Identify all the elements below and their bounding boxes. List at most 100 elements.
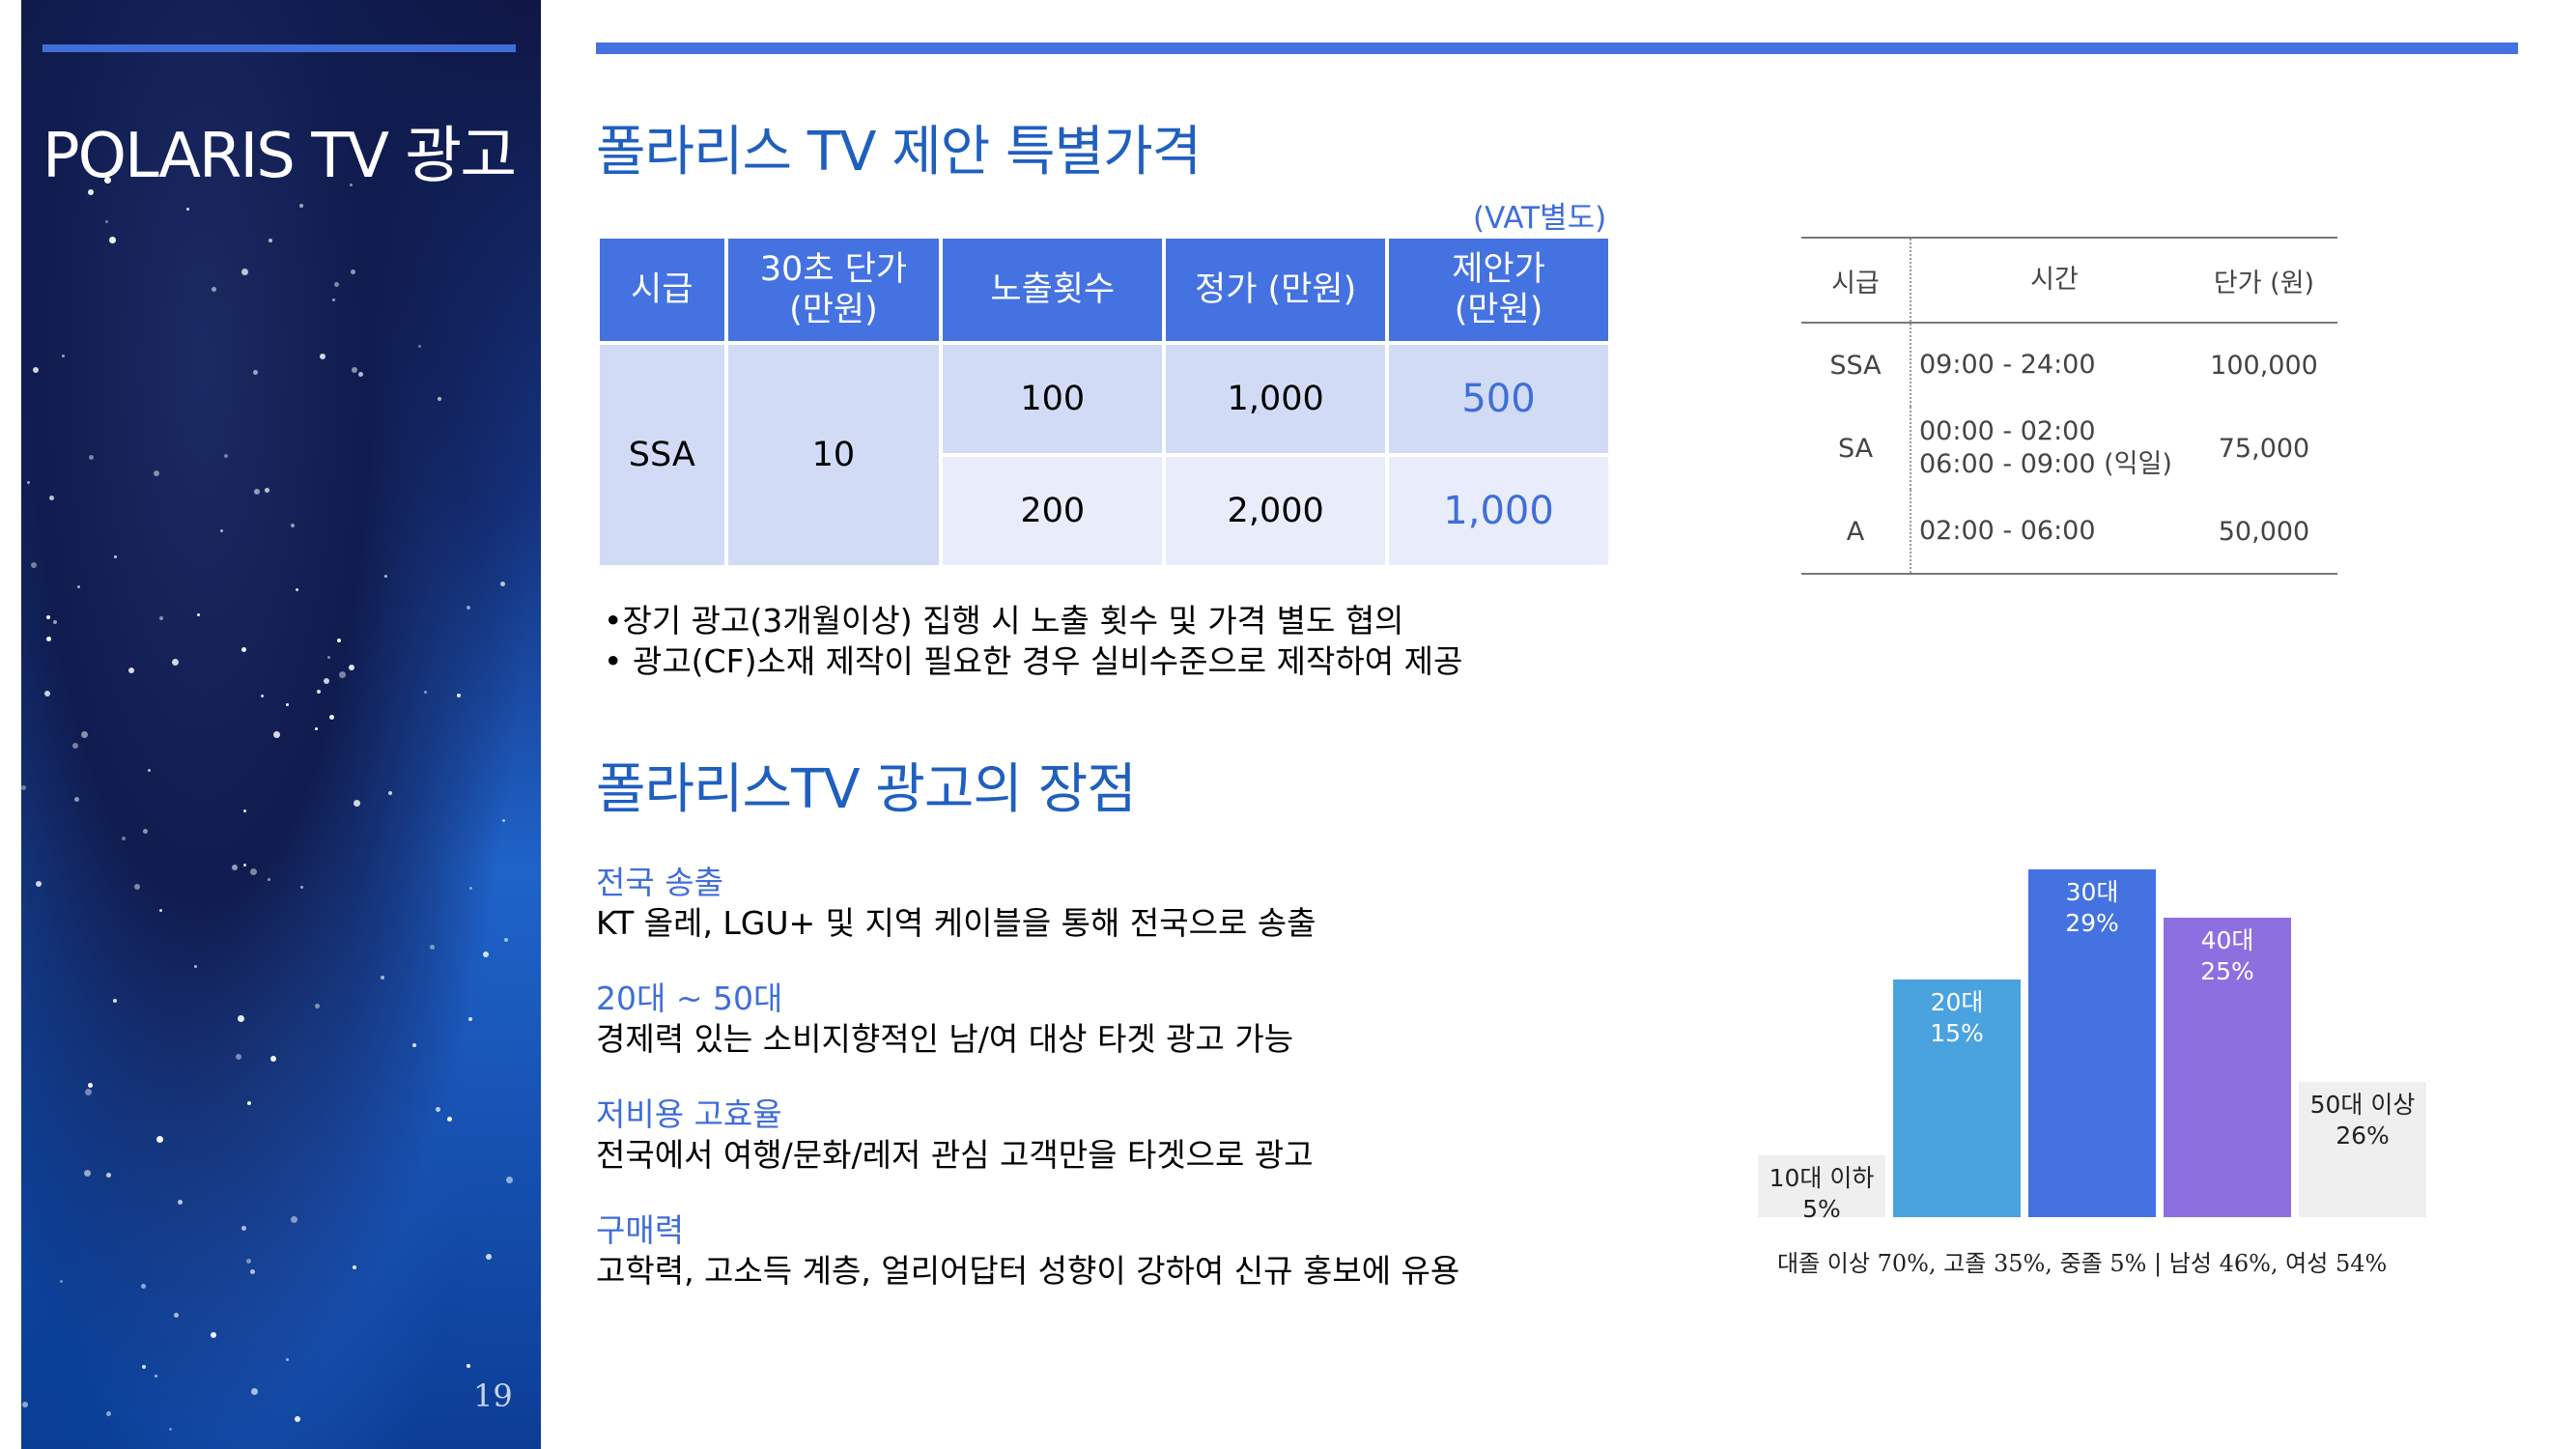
star-dot: [467, 606, 470, 610]
star-dot: [430, 945, 435, 950]
star-dot: [232, 865, 238, 870]
bar-3: [2028, 869, 2156, 1217]
header-unit-price: 30초 단가 (만원): [727, 239, 940, 341]
star-dot: [31, 562, 37, 568]
star-dot: [296, 588, 298, 591]
advantage-title: 20대 ~ 50대: [596, 980, 783, 1017]
time-range-cell: 00:00 - 02:00 06:00 - 09:00 (익일): [1919, 416, 2172, 479]
star-dot: [384, 575, 387, 578]
offer-price-cell: 1,000: [1389, 457, 1608, 565]
star-dot: [53, 620, 57, 624]
star-dot: [502, 819, 505, 822]
star-dot: [106, 1411, 111, 1416]
advantage-desc: 고학력, 고소득 계층, 얼리어답터 성향이 강하여 신규 홍보에 유용: [596, 1252, 1460, 1290]
header-list-price: 정가 (만원): [1166, 239, 1386, 341]
value-label: 5%: [1802, 1195, 1841, 1223]
star-dot: [349, 665, 354, 670]
star-dot: [251, 1388, 258, 1395]
star-dot: [21, 785, 26, 790]
star-dot: [295, 1416, 300, 1422]
exposures-cell: 100: [943, 345, 1163, 453]
advantage-item: 구매력 고학력, 고소득 계층, 얼리어답터 성향이 강하여 신규 홍보에 유용: [596, 1210, 1562, 1292]
star-dot: [60, 1280, 63, 1283]
time-header-grade: 시급: [1801, 237, 1911, 324]
star-dot: [299, 204, 303, 208]
header-exposures: 노출횟수: [943, 239, 1163, 341]
star-dot: [270, 1056, 276, 1062]
bar-label: 30대 29%: [2028, 877, 2156, 939]
time-price-cell: 100,000: [2210, 350, 2318, 381]
star-dot: [447, 1117, 452, 1122]
star-dot: [159, 909, 162, 912]
star-dot: [212, 287, 216, 292]
star-dot: [159, 616, 163, 620]
vat-note: (VAT별도): [1473, 201, 1607, 236]
star-dot: [211, 1332, 216, 1338]
advantage-desc: 경제력 있는 소비지향적인 남/여 대상 타겟 광고 가능: [596, 1020, 1294, 1058]
category-label: 30대: [2065, 878, 2119, 906]
bar-1: [1758, 1155, 1885, 1217]
star-dot: [44, 691, 50, 696]
star-dot: [268, 878, 270, 881]
star-dot: [46, 637, 51, 641]
table-row: 200 2,000 1,000: [600, 457, 1608, 565]
advantage-item: 20대 ~ 50대 경제력 있는 소비지향적인 남/여 대상 타겟 광고 가능: [596, 979, 1562, 1060]
star-dot: [352, 367, 357, 373]
star-dot: [148, 769, 151, 772]
time-table-header-row: 시급 시간 단가 (원): [1801, 237, 2337, 324]
star-dot: [254, 489, 260, 495]
sidebar-panel: POLARIS TV 광고 19: [21, 0, 541, 1449]
star-dot: [81, 731, 88, 738]
sidebar-top-rule: [42, 44, 516, 52]
star-dot: [469, 887, 472, 890]
advantage-title: 구매력: [596, 1211, 685, 1249]
table-row: SA 00:00 - 02:00 06:00 - 09:00 (익일) 75,0…: [1801, 407, 2337, 490]
time-header-price: 단가 (원): [2191, 237, 2337, 324]
star-dot: [500, 582, 505, 586]
star-dot: [172, 659, 179, 666]
star-dot: [247, 1101, 251, 1105]
star-dot: [154, 470, 159, 476]
star-dot: [358, 372, 363, 377]
star-dot: [134, 884, 140, 890]
star-dot: [141, 1284, 146, 1289]
advantage-desc: 전국에서 여행/문화/레저 관심 고객만을 타겟으로 광고: [596, 1136, 1314, 1174]
age-distribution-chart: 10대 이하 5% 20대 15% 30대 29% 40대 25% 50대 이상 26%: [1758, 792, 2453, 1223]
star-dot: [241, 1226, 246, 1231]
star-dot: [155, 1375, 157, 1378]
star-dot: [388, 791, 392, 795]
advantage-desc: KT 올레, LGU+ 및 지역 케이블을 통해 전국으로 송출: [596, 904, 1316, 942]
star-dot: [49, 496, 54, 500]
star-dot: [105, 220, 108, 223]
star-dot: [253, 370, 258, 375]
star-dot: [243, 810, 246, 812]
star-dot: [156, 1136, 163, 1143]
header-grade: 시급: [600, 239, 724, 341]
star-dot: [424, 691, 427, 694]
time-grade-cell: A: [1801, 490, 1911, 575]
advantage-title: 저비용 고효율: [596, 1095, 782, 1133]
time-header-time: 시간: [1911, 237, 2191, 324]
star-dot: [77, 585, 80, 588]
table-row: A 02:00 - 06:00 50,000: [1801, 490, 2337, 575]
time-range-cell: 09:00 - 24:00: [1919, 350, 2096, 380]
star-dot: [22, 1402, 28, 1407]
list-price-cell: 1,000: [1166, 345, 1386, 453]
price-notes: •장기 광고(3개월이상) 집행 시 노출 횟수 및 가격 별도 협의 • 광고…: [604, 601, 1462, 682]
star-dot: [286, 703, 289, 706]
page-number: 19: [473, 1378, 513, 1414]
star-dot: [324, 678, 329, 684]
time-slot-table: 시급 시간 단가 (원) SSA 09:00 - 24:00 100,000 S…: [1801, 237, 2337, 575]
star-dot: [261, 695, 264, 697]
star-dot: [114, 555, 117, 558]
star-dot: [224, 454, 228, 458]
bar-label: 40대 25%: [2164, 925, 2291, 987]
star-dot: [265, 488, 269, 493]
value-label: 25%: [2200, 957, 2254, 985]
star-dot: [315, 727, 318, 730]
offer-price-cell: 500: [1389, 345, 1608, 453]
star-dot: [113, 999, 117, 1003]
star-dot: [238, 1015, 244, 1022]
star-dot: [250, 868, 257, 875]
price-table-header-row: 시급 30초 단가 (만원) 노출횟수 정가 (만원) 제안가 (만원): [600, 239, 1608, 341]
